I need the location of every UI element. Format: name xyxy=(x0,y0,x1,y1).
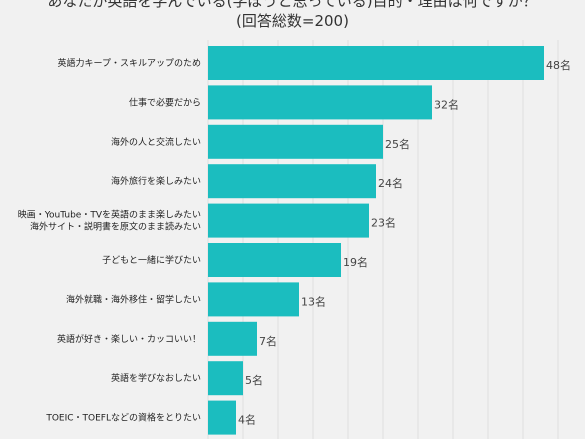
category-label: 海外の人と交流したい xyxy=(111,136,201,148)
category-label: 仕事で必要だから xyxy=(129,96,201,108)
bar xyxy=(208,321,257,356)
bar xyxy=(208,164,376,199)
category-label: 子どもと一緒に学びたい xyxy=(102,254,201,266)
chart-title: あなたが英語を学んでいる(学ぼうと思っている)目的・理由は何ですか？ (回答総数… xyxy=(0,0,585,31)
bar xyxy=(208,46,544,80)
bar xyxy=(208,243,341,277)
value-label: 13名 xyxy=(301,294,326,308)
value-label: 24名 xyxy=(378,176,403,190)
category-label: 海外旅行を楽しみたい xyxy=(111,175,201,187)
chart-title-line-1: あなたが英語を学んでいる(学ぼうと思っている)目的・理由は何ですか？ xyxy=(47,0,538,10)
category-label: 映画・YouTube・TVを英語のまま楽しみたい海外サイト・説明書を原文のまま読… xyxy=(18,209,201,233)
bar xyxy=(208,203,369,238)
bar xyxy=(208,400,236,435)
category-label: 英語力キープ・スキルアップのため xyxy=(58,57,201,69)
chart-title-line-2: (回答総数=200) xyxy=(236,12,349,30)
category-label: 英語を学びなおしたい xyxy=(111,372,201,384)
category-label: TOEIC・TOEFLなどの資格をとりたい xyxy=(45,412,201,424)
bar xyxy=(208,282,299,317)
bar xyxy=(208,124,383,159)
category-label: 英語が好き・楽しい・カッコいい！ xyxy=(57,333,201,345)
value-label: 25名 xyxy=(385,137,410,151)
value-label: 23名 xyxy=(371,216,396,230)
value-label: 32名 xyxy=(434,97,459,111)
value-label: 4名 xyxy=(238,413,256,427)
value-label: 7名 xyxy=(259,334,277,348)
value-label: 5名 xyxy=(245,373,263,387)
bar xyxy=(208,85,432,120)
value-label: 19名 xyxy=(343,255,368,269)
category-label: 海外就職・海外移住・留学したい xyxy=(66,293,201,305)
value-label: 48名 xyxy=(546,58,571,72)
bar xyxy=(208,361,243,396)
